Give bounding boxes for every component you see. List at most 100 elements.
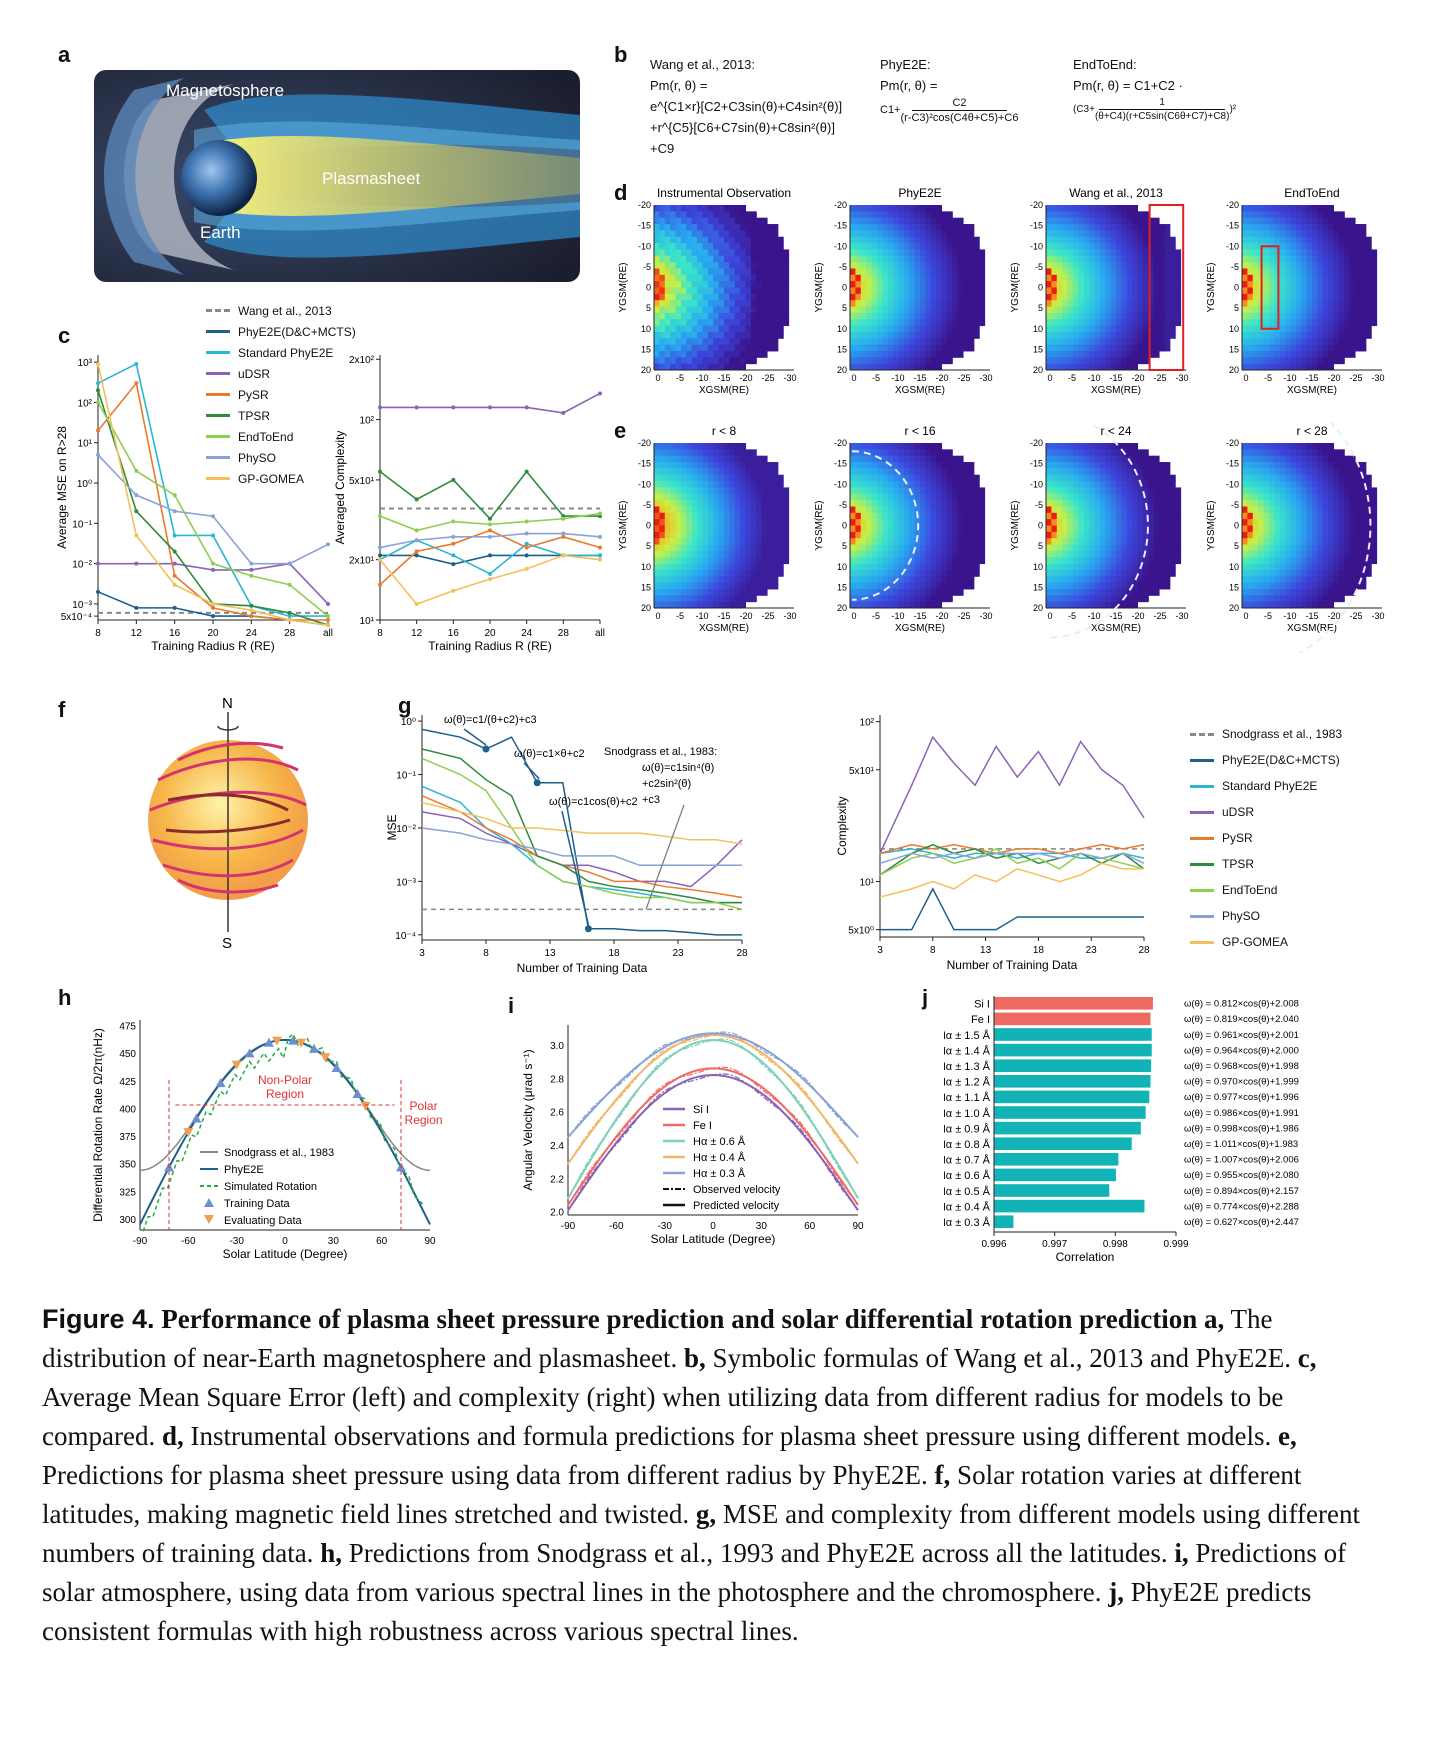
heatmap-cell — [740, 338, 747, 346]
heatmap-cell — [1067, 582, 1074, 590]
heatmap-cell — [1121, 544, 1128, 552]
heatmap-cell — [1268, 468, 1275, 476]
heatmap-cell — [734, 350, 741, 358]
heatmap-cell — [1247, 357, 1254, 365]
heatmap-cell — [920, 569, 926, 577]
heatmap-cell — [1247, 230, 1254, 238]
heatmap-cell — [1083, 449, 1090, 457]
heatmap-cell — [1067, 205, 1074, 212]
heatmap-cell — [777, 519, 784, 526]
heatmap-cell — [1301, 293, 1308, 301]
heatmap-cell — [936, 312, 943, 320]
heatmap-cell — [866, 274, 873, 282]
heatmap-cell — [654, 474, 660, 482]
formula-e2e-num: 1 — [1099, 96, 1225, 110]
heatmap-cell — [1285, 287, 1291, 295]
heatmap-cell — [1285, 512, 1291, 520]
heatmap-cell — [1142, 331, 1149, 339]
y-axis-label: Average MSE on R>28 — [55, 426, 69, 549]
heatmap-cell — [664, 262, 671, 269]
heatmap-cell — [957, 274, 964, 282]
heatmap-cell — [887, 319, 894, 327]
heatmap-cell — [973, 531, 980, 539]
heatmap-cell — [925, 462, 932, 469]
heatmap-cell — [1355, 262, 1361, 269]
x-axis-label: XGSM(RE) — [895, 623, 945, 634]
heatmap-cell — [925, 249, 932, 257]
heatmap-cell — [691, 306, 698, 314]
heatmap-cell — [963, 569, 969, 577]
heatmap-cell — [1252, 293, 1259, 301]
heatmap-cell — [1132, 293, 1139, 301]
heatmap-cell — [686, 243, 693, 250]
heatmap-cells — [654, 205, 790, 371]
heatmap-cell — [1164, 262, 1171, 269]
heatmap-cell — [855, 493, 862, 501]
heatmap-cell — [1132, 236, 1139, 244]
heatmap-cell — [713, 468, 720, 476]
heatmap-cell — [1365, 274, 1372, 282]
heatmap-cell — [1099, 519, 1106, 526]
heatmap-cell — [903, 350, 910, 358]
heatmap-cell — [707, 230, 714, 238]
heatmap-cell — [871, 249, 878, 257]
heatmap-cell — [1067, 500, 1074, 507]
heatmap-cell — [713, 588, 720, 596]
heatmap-cell — [946, 588, 953, 596]
heatmap-title: r < 16 — [904, 424, 935, 438]
heatmap-cell — [1258, 331, 1265, 339]
heatmap-cell — [909, 344, 916, 352]
heatmap-cell — [1371, 300, 1378, 308]
y-tick-label: -15 — [1030, 459, 1043, 469]
heatmap-cell — [882, 512, 889, 520]
heatmap-cell — [1333, 217, 1340, 225]
heatmap-cell — [713, 525, 720, 533]
heatmap-cell — [1247, 293, 1254, 301]
heatmap-cell — [1062, 500, 1069, 507]
heatmap-cell — [963, 255, 969, 263]
heatmap-cell — [1344, 300, 1351, 308]
heatmap-cell — [957, 243, 964, 250]
heatmap-cell — [1132, 601, 1139, 609]
heatmap-cell — [1094, 306, 1101, 314]
heatmap-cell — [777, 300, 784, 308]
heatmap-cell — [1295, 281, 1302, 288]
heatmap-cell — [670, 331, 677, 339]
heatmap-cell — [1295, 312, 1302, 320]
heatmap-cell — [1258, 487, 1265, 495]
heatmap-cell — [963, 576, 969, 584]
heatmap-cell — [1312, 493, 1318, 501]
heatmap-cell — [1338, 274, 1345, 282]
heatmap-cell — [1252, 224, 1259, 231]
heatmap-cell — [909, 569, 916, 577]
heatmap-cell — [1062, 211, 1069, 219]
heatmap-cell — [1317, 230, 1324, 238]
heatmap-cell — [855, 487, 862, 495]
heatmap-cell — [1126, 487, 1133, 495]
heatmap-cell — [740, 350, 747, 358]
heatmap-cell — [876, 350, 883, 358]
heatmap-cell — [957, 563, 964, 571]
panel-label-j: j — [922, 985, 929, 1010]
heatmap-cell — [1105, 588, 1112, 596]
heatmap-cell — [1126, 224, 1133, 231]
heatmap-cell — [1105, 506, 1112, 514]
data-point — [249, 567, 254, 572]
heatmap-cell — [750, 217, 757, 225]
heatmap-cell — [745, 249, 752, 257]
heatmap-cell — [691, 319, 698, 327]
heatmap-cell — [697, 595, 703, 603]
heatmap-cell — [1301, 449, 1308, 457]
heatmap-cell — [1148, 243, 1155, 250]
heatmap-cell — [767, 506, 773, 514]
heatmap-cell — [920, 319, 926, 327]
heatmap-cell — [1338, 230, 1345, 238]
heatmap-cell — [1317, 255, 1324, 263]
heatmap-cell — [1252, 512, 1259, 520]
heatmap-cell — [702, 236, 709, 244]
heatmap-cell — [734, 281, 741, 288]
data-point — [524, 405, 529, 410]
heatmap-cell — [734, 211, 741, 219]
heatmap-cell — [860, 576, 867, 584]
heatmap-cell — [702, 588, 709, 596]
